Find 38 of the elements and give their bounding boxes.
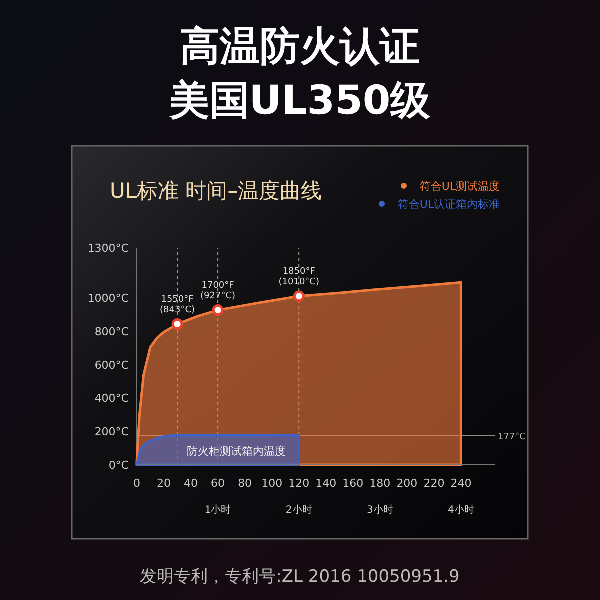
x-tick-label: 100 (262, 477, 283, 490)
point (172, 318, 184, 330)
x2-tick-label: 3小时 (366, 504, 394, 516)
text: UL标准 时间–温度曲线 (110, 179, 322, 203)
annotation: 1700°F (927°C) (200, 280, 236, 302)
point (293, 290, 305, 302)
x-tick-label: 0 (134, 477, 140, 490)
ref-line-label: 177°C (498, 432, 526, 442)
y-tick-label: 1000°C (88, 292, 130, 306)
x2-tick-label: 2小时 (286, 504, 312, 516)
x-tick-label: 240 (450, 477, 472, 490)
legend-label: 符合UL认证箱内标准 (398, 198, 500, 211)
y-tick-label: 400°C (94, 392, 130, 406)
x-tick-label: 20 (157, 477, 172, 490)
x-tick-label: 200 (396, 477, 418, 490)
y-tick-label: 600°C (94, 358, 130, 372)
y-tick-label: 0°C (108, 459, 130, 472)
y-tick-label: 800°C (94, 325, 130, 338)
x-tick-label: 140 (316, 477, 337, 490)
y-tick-label: 200°C (94, 426, 130, 439)
x-tick-label: 40 (184, 477, 198, 490)
x-tick-label: 60 (211, 477, 226, 490)
x-tick-label: 80 (238, 477, 252, 490)
chart-title: 高温防火认证 (180, 24, 420, 70)
annotation: 防火柜测试箱内温度 (187, 445, 286, 458)
y-tick-label: 1300°C (88, 242, 130, 255)
x-tick-label: 180 (370, 477, 391, 490)
chart-subtitle: 美国UL350级 (168, 78, 432, 124)
x2-tick-label: 4小时 (448, 504, 474, 516)
x-tick-label: 120 (288, 477, 310, 490)
point (212, 304, 224, 316)
x-tick-label: 220 (424, 477, 445, 490)
annotation: 1550°F (843°C) (160, 294, 196, 316)
x-tick-label: 160 (342, 477, 364, 490)
legend-label: 符合UL测试温度 (420, 180, 500, 193)
x2-tick-label: 1小时 (204, 504, 232, 516)
annotation: 1850°F (1010°C) (278, 267, 320, 288)
text: 发明专利，专利号:ZL 2016 10050951.9 (140, 567, 460, 587)
